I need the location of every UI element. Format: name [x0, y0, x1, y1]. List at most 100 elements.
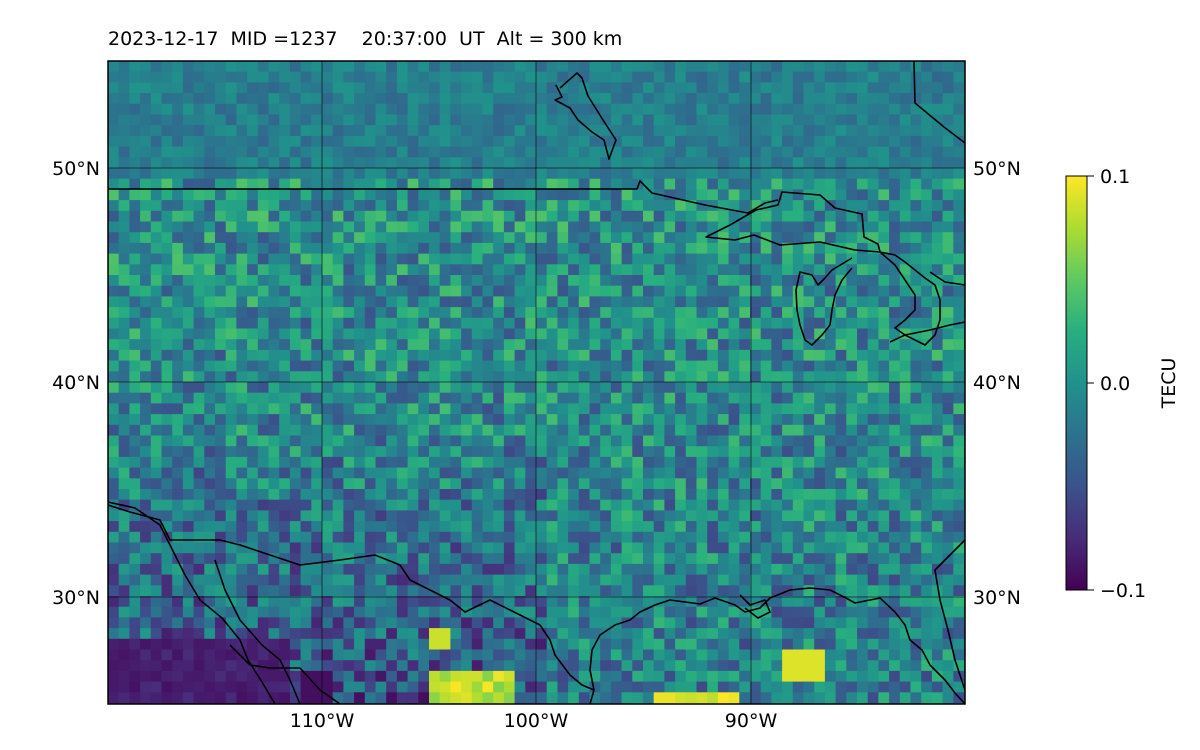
tec-pixel: [439, 221, 451, 233]
tec-pixel: [771, 242, 783, 255]
tec-pixel: [225, 531, 237, 544]
tec-pixel: [364, 135, 377, 148]
tec-pixel: [675, 103, 687, 116]
tec-pixel: [332, 328, 344, 340]
tec-pixel: [707, 478, 719, 490]
tec-pixel: [782, 617, 794, 629]
tec-pixel: [867, 660, 879, 672]
tec-pixel: [247, 275, 259, 287]
tec-pixel: [942, 467, 954, 479]
tec-pixel: [354, 349, 366, 362]
tec-pixel: [910, 317, 922, 330]
tec-pixel: [429, 210, 441, 223]
tec-pixel: [568, 489, 580, 501]
tec-pixel: [846, 574, 858, 586]
tec-pixel: [418, 221, 430, 233]
tec-pixel: [568, 499, 580, 511]
tec-pixel: [204, 71, 216, 83]
tec-pixel: [108, 178, 120, 190]
tec-pixel: [396, 349, 409, 362]
tec-pixel: [878, 521, 890, 533]
tec-pixel: [953, 93, 965, 105]
tec-pixel: [846, 478, 858, 490]
tec-pixel: [536, 360, 548, 372]
tec-pixel: [418, 521, 430, 533]
tec-pixel: [257, 521, 270, 533]
tec-pixel: [782, 456, 794, 469]
tec-pixel: [289, 178, 302, 190]
tec-pixel: [600, 125, 612, 137]
tec-pixel: [728, 264, 740, 276]
tec-pixel: [493, 628, 505, 640]
tec-pixel: [536, 628, 548, 640]
tec-pixel: [182, 403, 195, 415]
tec-pixel: [129, 200, 141, 212]
tec-pixel: [653, 264, 665, 276]
tec-pixel: [471, 189, 484, 201]
tec-pixel: [129, 478, 141, 490]
tec-pixel: [910, 82, 922, 94]
tec-pixel: [108, 103, 120, 116]
tec-pixel: [546, 660, 558, 672]
tec-pixel: [236, 606, 248, 618]
tec-pixel: [279, 146, 291, 158]
tec-pixel: [557, 596, 569, 608]
tec-pixel: [193, 660, 205, 672]
tec-pixel: [824, 499, 837, 511]
tec-pixel: [193, 435, 205, 447]
tec-pixel: [215, 285, 227, 297]
tec-pixel: [450, 382, 462, 394]
tec-pixel: [429, 660, 441, 672]
tec-pixel: [482, 296, 494, 308]
tec-pixel: [910, 446, 922, 458]
tec-pixel: [696, 499, 708, 511]
tec-pixel: [439, 275, 451, 287]
tec-pixel: [931, 414, 944, 426]
tec-pixel: [931, 499, 944, 511]
tec-pixel: [728, 339, 740, 351]
tec-pixel: [568, 178, 580, 190]
tec-pixel: [140, 360, 152, 372]
tec-pixel: [717, 103, 730, 116]
tec-pixel: [364, 617, 377, 629]
tec-pixel: [461, 114, 473, 126]
tec-pixel: [589, 392, 601, 404]
tec-pixel: [257, 563, 270, 576]
tec-pixel: [717, 628, 730, 640]
tec-pixel: [364, 253, 377, 265]
tec-pixel: [600, 435, 612, 447]
tec-pixel: [632, 499, 644, 511]
tec-pixel: [461, 478, 473, 490]
tec-pixel: [108, 114, 120, 126]
tec-pixel: [322, 61, 334, 73]
tec-pixel: [760, 456, 772, 469]
tec-pixel: [204, 232, 216, 244]
tec-pixel: [600, 339, 612, 351]
tec-pixel: [536, 114, 548, 126]
tec-pixel: [814, 681, 826, 693]
tec-pixel: [803, 371, 815, 383]
tec-pixel: [225, 478, 237, 490]
tec-pixel: [418, 189, 430, 201]
tec-pixel: [814, 71, 826, 83]
tec-pixel: [803, 253, 815, 265]
tec-pixel: [750, 628, 762, 640]
tec-pixel: [589, 446, 601, 458]
tec-pixel: [118, 221, 130, 233]
tec-pixel: [696, 392, 708, 404]
tec-pixel: [792, 628, 805, 640]
tec-pixel: [118, 638, 130, 651]
tec-pixel: [386, 617, 398, 629]
tec-pixel: [311, 638, 323, 651]
tec-pixel: [332, 542, 344, 554]
tec-pixel: [760, 328, 772, 340]
tec-pixel: [247, 510, 259, 522]
tec-pixel: [910, 125, 922, 137]
tec-pixel: [942, 114, 954, 126]
tec-pixel: [225, 692, 237, 704]
tec-pixel: [578, 210, 591, 223]
tec-pixel: [536, 200, 548, 212]
tec-pixel: [910, 585, 922, 597]
tec-pixel: [268, 328, 280, 340]
tec-pixel: [343, 210, 355, 223]
